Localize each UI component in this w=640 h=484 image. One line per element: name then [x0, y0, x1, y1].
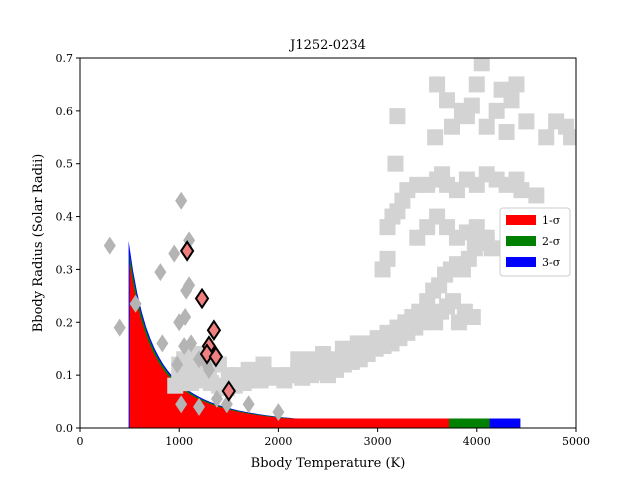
- gray-square-marker: [409, 176, 426, 193]
- gray-square-marker: [240, 361, 257, 378]
- gray-diamond-marker: [171, 355, 184, 374]
- gray-square-marker: [498, 124, 515, 140]
- axis-layer: 0 1000 2000 3000 4000 5000 0.0 0.1 0.2 0.3 0.4 0.5 0…: [56, 52, 591, 448]
- gray-diamond-marker: [154, 263, 167, 282]
- gray-square-marker: [439, 92, 456, 109]
- gray-diamond-marker: [183, 276, 196, 295]
- legend-swatch: [506, 236, 536, 246]
- gray-square-marker: [290, 351, 307, 368]
- gray-square-marker: [444, 118, 460, 135]
- highlight-diamond-marker: [194, 287, 210, 310]
- highlight-diamond-marker: [208, 345, 224, 368]
- y-tick-label: 0.0: [56, 422, 74, 435]
- gray-square-marker: [508, 76, 525, 93]
- y-tick-label: 0.3: [56, 263, 74, 276]
- gray-square-marker: [464, 309, 481, 325]
- gray-diamond-marker: [202, 360, 215, 379]
- gray-diamond-marker: [210, 389, 223, 408]
- gray-diamond-marker: [175, 191, 188, 210]
- gray-square-marker: [488, 102, 505, 119]
- y-tick-label: 0.4: [56, 211, 74, 224]
- gray-square-marker: [389, 108, 406, 125]
- gray-square-marker: [478, 118, 495, 135]
- x-tick-label: 5000: [562, 435, 590, 448]
- x-tick-label: 2000: [264, 435, 292, 448]
- gray-square-marker: [468, 76, 485, 93]
- gray-square-marker: [387, 155, 404, 172]
- plot-frame: [79, 57, 577, 429]
- gray-diamond-marker: [179, 308, 192, 326]
- gray-square-marker: [513, 182, 530, 199]
- gray-square-marker: [379, 250, 396, 267]
- highlight-diamond-marker: [221, 380, 237, 402]
- legend-label: 3-σ: [542, 256, 561, 269]
- gray-square-marker: [453, 102, 470, 119]
- y-tick-label: 0.6: [56, 105, 74, 118]
- gray-diamond-marker: [185, 334, 198, 353]
- gray-square-marker: [563, 129, 576, 146]
- plot-area: [103, 58, 576, 428]
- legend-label: 2-σ: [542, 235, 561, 248]
- gray-square-marker: [427, 129, 444, 146]
- x-tick-label: 3000: [364, 435, 392, 448]
- y-tick-label: 0.5: [56, 158, 74, 171]
- gray-square-marker: [429, 76, 446, 93]
- x-axis-label: Bbody Temperature (K): [251, 456, 406, 471]
- gray-diamond-marker: [175, 395, 188, 414]
- y-axis-label: Bbody Radius (Solar Radii): [31, 154, 46, 333]
- legend-swatch: [506, 215, 536, 225]
- data-layer: [103, 58, 576, 428]
- region-1-σ: [129, 263, 449, 428]
- gray-diamond-marker: [168, 244, 181, 263]
- y-tick-label: 0.2: [56, 316, 74, 329]
- gray-square-marker: [334, 340, 351, 357]
- highlight-diamond-marker: [179, 240, 195, 262]
- gray-diamond-marker: [193, 397, 206, 416]
- gray-diamond-marker: [103, 236, 116, 255]
- gray-square-marker: [255, 356, 272, 373]
- gray-square-marker: [181, 367, 198, 384]
- highlight-diamond-marker: [206, 319, 222, 342]
- legend-swatch: [506, 257, 536, 267]
- gray-diamond-marker: [242, 395, 255, 414]
- gray-square-marker: [538, 129, 555, 146]
- x-tick-label: 0: [77, 435, 84, 448]
- gray-square-marker: [315, 346, 332, 362]
- x-tick-label: 1000: [165, 435, 193, 448]
- gray-square-marker: [503, 92, 520, 109]
- gray-square-marker: [349, 335, 366, 352]
- gray-square-marker: [528, 187, 545, 204]
- gray-square-marker: [473, 58, 490, 72]
- x-tick-label: 4000: [463, 435, 491, 448]
- y-tick-label: 0.1: [56, 369, 74, 382]
- legend-label: 1-σ: [542, 214, 561, 227]
- chart-title: J1252-0234: [288, 38, 366, 53]
- gray-diamond-marker: [272, 403, 285, 422]
- gray-diamond-marker: [129, 294, 142, 313]
- gray-diamond-marker: [156, 334, 169, 353]
- gray-diamond-marker: [113, 318, 126, 337]
- gray-square-marker: [483, 240, 500, 257]
- y-tick-label: 0.7: [56, 52, 74, 65]
- gray-square-marker: [518, 113, 535, 130]
- legend: 1-σ 2-σ 3-σ: [499, 207, 571, 277]
